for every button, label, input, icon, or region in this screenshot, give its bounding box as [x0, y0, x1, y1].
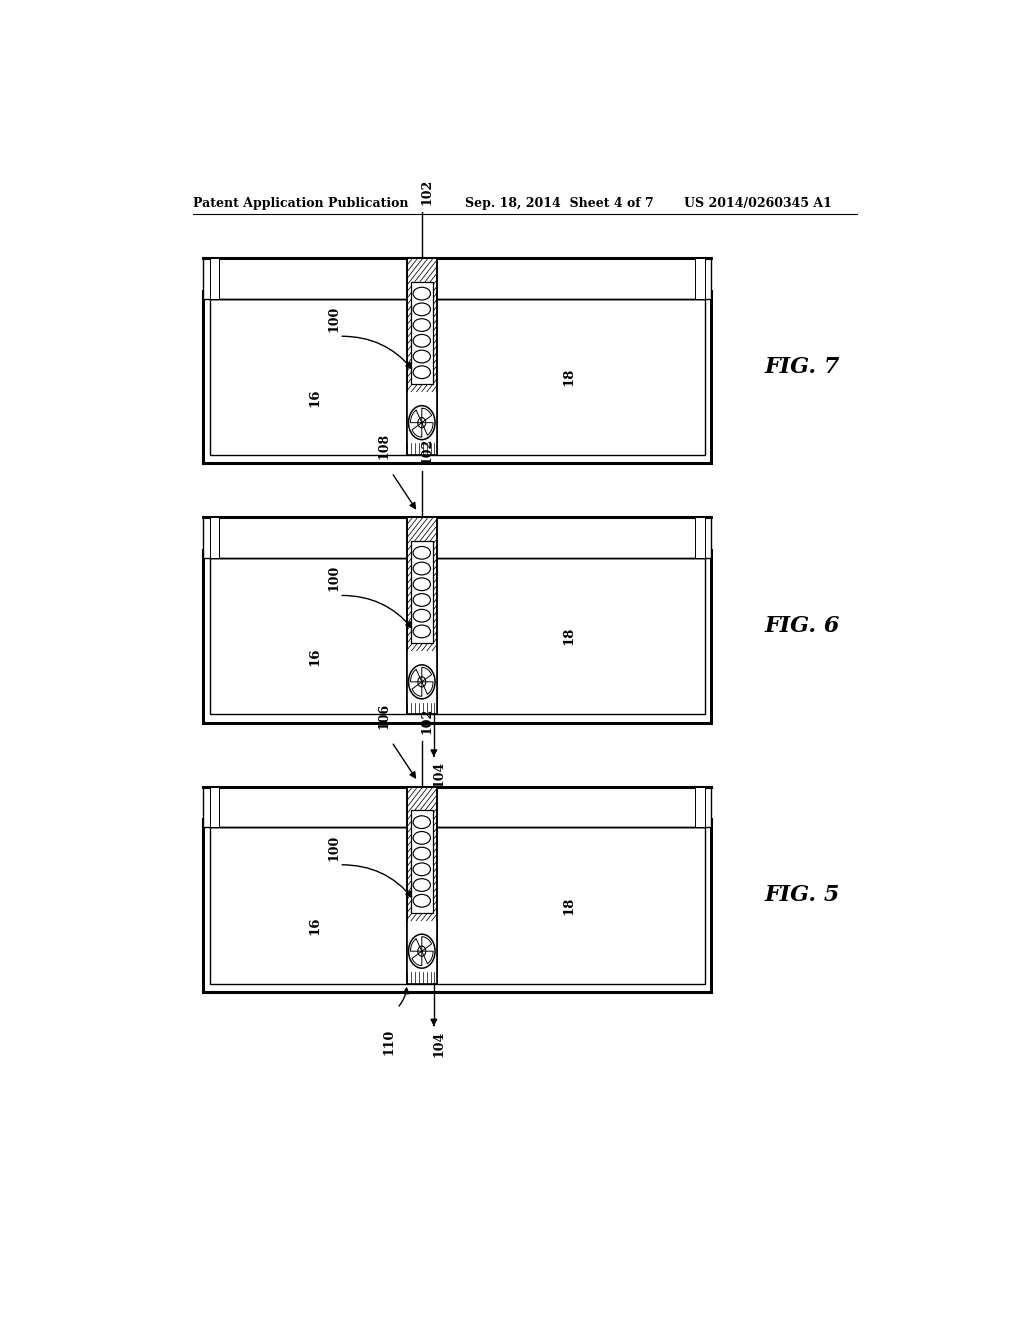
Bar: [204, 290, 712, 463]
Text: Sep. 18, 2014  Sheet 4 of 7: Sep. 18, 2014 Sheet 4 of 7: [465, 197, 654, 210]
Text: 102: 102: [420, 180, 433, 205]
Bar: [210, 828, 705, 983]
Text: 18: 18: [562, 627, 575, 645]
Text: 102: 102: [420, 708, 433, 734]
Bar: [204, 787, 712, 828]
Bar: [210, 298, 705, 455]
Text: US 2014/0260345 A1: US 2014/0260345 A1: [684, 197, 831, 210]
Bar: [210, 257, 219, 298]
Bar: [411, 810, 433, 912]
Text: 18: 18: [562, 896, 575, 915]
Bar: [204, 517, 712, 558]
Text: FIG. 7: FIG. 7: [765, 356, 841, 378]
Text: 104: 104: [432, 762, 445, 787]
Bar: [695, 787, 705, 828]
Text: 108: 108: [377, 433, 390, 459]
Circle shape: [418, 946, 426, 956]
Text: 16: 16: [308, 916, 322, 935]
Bar: [695, 257, 705, 298]
Bar: [204, 257, 712, 298]
Text: 16: 16: [308, 647, 322, 665]
Bar: [407, 651, 437, 714]
Bar: [210, 558, 705, 714]
Bar: [407, 257, 437, 455]
Bar: [407, 517, 437, 714]
Circle shape: [418, 677, 426, 686]
Text: 100: 100: [328, 565, 341, 591]
Text: FIG. 6: FIG. 6: [765, 615, 841, 638]
Bar: [210, 517, 219, 558]
Text: 104: 104: [432, 1031, 445, 1057]
Text: Patent Application Publication: Patent Application Publication: [194, 197, 409, 210]
Bar: [411, 541, 433, 643]
Bar: [407, 257, 437, 455]
Bar: [210, 787, 219, 828]
Text: 102: 102: [420, 438, 433, 465]
Bar: [407, 920, 437, 983]
Text: 18: 18: [562, 368, 575, 387]
Text: 106: 106: [377, 702, 390, 729]
Bar: [407, 517, 437, 714]
Bar: [695, 517, 705, 558]
Bar: [204, 818, 712, 991]
Text: 16: 16: [308, 388, 322, 407]
Bar: [407, 392, 437, 455]
Text: 110: 110: [383, 1028, 395, 1055]
Text: FIG. 5: FIG. 5: [765, 884, 841, 907]
Circle shape: [418, 417, 426, 428]
Bar: [204, 549, 712, 722]
Text: 100: 100: [328, 834, 341, 861]
Bar: [407, 787, 437, 983]
Bar: [407, 787, 437, 983]
Text: 100: 100: [328, 306, 341, 333]
Bar: [411, 281, 433, 384]
